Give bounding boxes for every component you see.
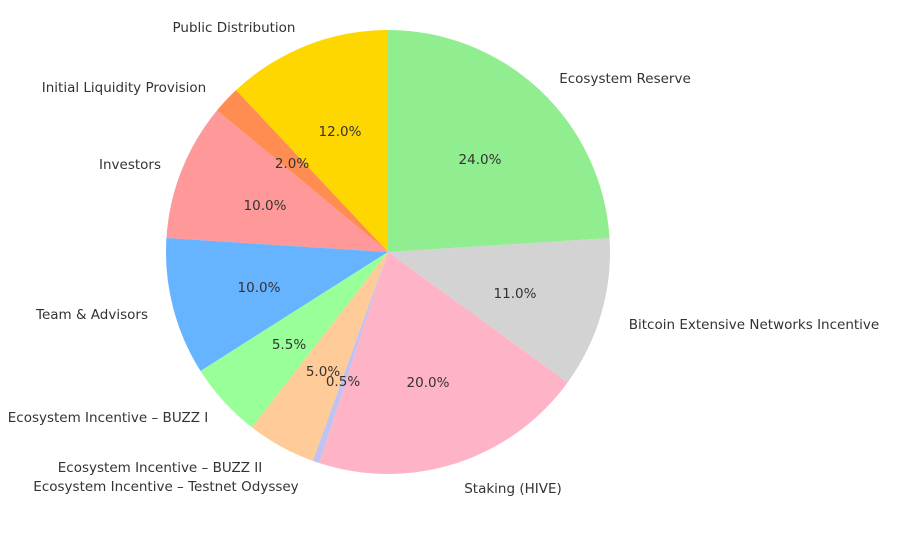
slice-staking-hive — [319, 252, 568, 475]
slice-ecosystem-incentive-testnet-odyssey — [312, 252, 388, 464]
label-ecosystem-incentive-testnet-odyssey: Ecosystem Incentive – Testnet Odyssey — [33, 479, 298, 495]
label-investors: Investors — [99, 157, 161, 173]
label-public-distribution: Public Distribution — [172, 20, 295, 36]
percentage-labels: 12.0% 2.0% 10.0% 10.0% 5.5%5.0%0.5% 20.0% 11.0… — [238, 124, 537, 391]
slice-investors — [166, 110, 388, 252]
pct-label-initial-liquidity-provision: 2.0% — [275, 156, 309, 172]
slice-ecosystem-incentive-buzz-ii — [251, 252, 388, 461]
label-ecosystem-incentive-buzz-i: Ecosystem Incentive – BUZZ I — [8, 410, 208, 426]
label-initial-liquidity-provision: Initial Liquidity Provision — [42, 80, 206, 96]
label-team-advisors: Team & Advisors — [35, 307, 148, 323]
pct-label-staking-hive: 20.0% — [407, 375, 450, 391]
pct-label-ecosystem-incentive-testnet-odyssey: 0.5% — [326, 374, 360, 390]
pct-label-investors: 10.0% — [244, 198, 287, 214]
pct-label-ecosystem-incentive-buzz-i: 5.5% — [272, 337, 306, 353]
slice-ecosystem-reserve — [388, 30, 610, 252]
slice-initial-liquidity-provision — [216, 90, 388, 252]
slice-ecosystem-incentive-buzz-i — [200, 252, 388, 428]
slice-public-distribution — [236, 30, 388, 252]
label-bitcoin-extensive-networks-incentive: Bitcoin Extensive Networks Incentive — [629, 317, 879, 333]
pie-slices — [166, 30, 611, 475]
slice-labels: Public Distribution Initial Liquidity Pro… — [8, 20, 879, 497]
pct-label-ecosystem-incentive-buzz-ii: 5.0% — [306, 364, 340, 380]
label-staking-hive: Staking (HIVE) — [464, 481, 562, 497]
label-ecosystem-incentive-buzz-ii: Ecosystem Incentive – BUZZ II — [58, 460, 262, 476]
pct-label-bitcoin-extensive-networks-incentive: 11.0% — [494, 286, 537, 302]
slice-bitcoin-extensive-networks-incentive — [388, 238, 611, 383]
pct-label-public-distribution: 12.0% — [319, 124, 362, 140]
pct-label-ecosystem-reserve: 24.0% — [459, 152, 502, 168]
pct-label-team-advisors: 10.0% — [238, 280, 281, 296]
label-ecosystem-reserve: Ecosystem Reserve — [559, 71, 691, 87]
slice-team-advisors — [166, 238, 388, 371]
